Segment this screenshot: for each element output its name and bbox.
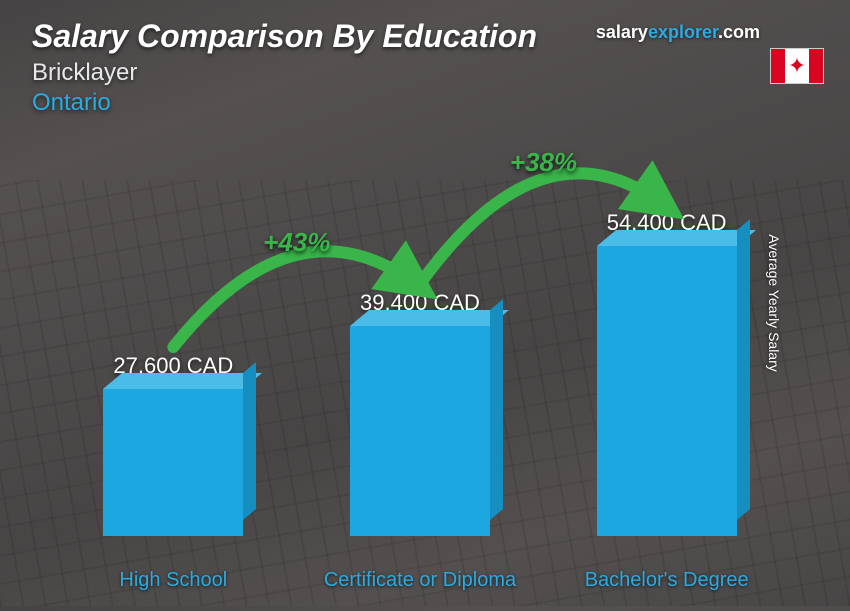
canada-flag-icon: ✦ xyxy=(770,48,824,84)
maple-leaf-icon: ✦ xyxy=(788,55,806,77)
bar-column: 54,400 CAD xyxy=(567,210,767,536)
brand-suffix: .com xyxy=(718,22,760,42)
chart-region: Ontario xyxy=(32,89,537,117)
bar-top-face xyxy=(350,310,509,326)
bar-side-face xyxy=(737,219,750,520)
bar-front-face xyxy=(597,246,737,536)
brand-accent: explorer xyxy=(648,22,718,42)
header: Salary Comparison By Education Bricklaye… xyxy=(32,18,537,117)
bar-side-face xyxy=(243,362,256,520)
bar-column: 27,600 CAD xyxy=(73,353,273,536)
category-label: Bachelor's Degree xyxy=(567,568,767,592)
x-axis-labels: High School Certificate or Diploma Bachelo… xyxy=(50,568,790,592)
category-label: High School xyxy=(73,568,273,592)
category-label: Certificate or Diploma xyxy=(320,568,520,592)
bar-front-face xyxy=(350,326,490,536)
bar-column: 39,400 CAD xyxy=(320,290,520,536)
chart-title: Salary Comparison By Education xyxy=(32,18,537,55)
bar-top-face xyxy=(103,373,262,389)
bar xyxy=(350,326,490,536)
brand-label: salaryexplorer.com xyxy=(596,22,760,43)
bar-top-face xyxy=(597,230,756,246)
bar-chart: 27,600 CAD 39,400 CAD54,400 CAD xyxy=(50,160,790,536)
chart-subtitle: Bricklayer xyxy=(32,59,537,87)
bar xyxy=(597,246,737,536)
bar-side-face xyxy=(490,299,503,520)
bar-front-face xyxy=(103,389,243,536)
brand-prefix: salary xyxy=(596,22,648,42)
bar xyxy=(103,389,243,536)
